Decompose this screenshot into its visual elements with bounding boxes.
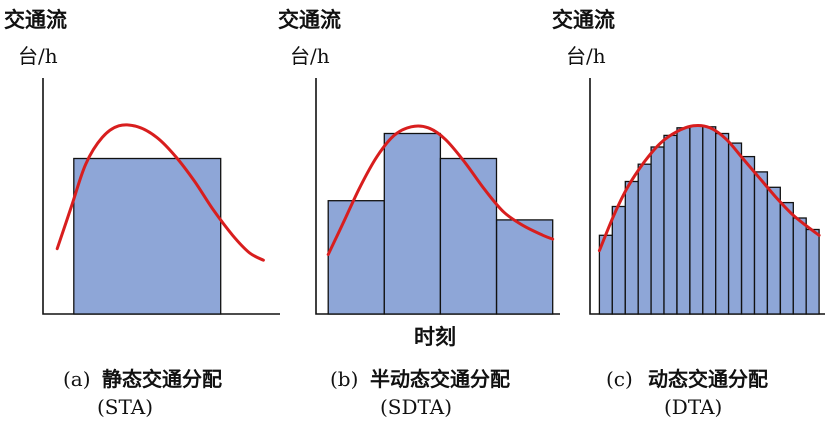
bar-2 bbox=[383, 132, 442, 315]
y-axis-label: 交通流 bbox=[552, 7, 615, 32]
bar-6 bbox=[663, 134, 678, 315]
bar-15 bbox=[779, 201, 794, 315]
panel-label: (a) bbox=[63, 367, 91, 391]
panel-c: 交通流 台/h (c) 动态交通分配 (DTA) bbox=[552, 7, 825, 419]
bar-16 bbox=[792, 217, 807, 315]
bar-2 bbox=[611, 205, 626, 315]
panel-caption: 半动态交通分配 bbox=[370, 367, 510, 391]
bar-11 bbox=[727, 142, 743, 315]
bar-17 bbox=[805, 228, 820, 315]
panel-b: 交通流 台/h 时刻 (b) 半动态交通分配 (SDTA) bbox=[278, 7, 560, 419]
panel-abbr: (SDTA) bbox=[380, 395, 452, 419]
y-axis-label: 交通流 bbox=[278, 7, 341, 32]
bar-4 bbox=[637, 163, 652, 315]
panel-a: 交通流 台/h (a) 静态交通分配 (STA) bbox=[4, 7, 280, 419]
bar-1 bbox=[327, 200, 385, 315]
panel-caption: 动态交通分配 bbox=[648, 367, 768, 391]
bar-8 bbox=[689, 125, 704, 315]
y-axis-unit: 台/h bbox=[566, 44, 606, 68]
flow-curve bbox=[326, 124, 555, 256]
bar-12 bbox=[740, 155, 756, 315]
plot-area bbox=[55, 123, 265, 315]
panel-label: (b) bbox=[330, 367, 358, 391]
bar-13 bbox=[753, 171, 769, 315]
bar-7 bbox=[676, 127, 691, 315]
panel-abbr: (DTA) bbox=[664, 395, 722, 419]
plot-area bbox=[326, 124, 555, 315]
flow-curve bbox=[55, 123, 265, 262]
y-axis-unit: 台/h bbox=[290, 44, 330, 68]
bar-4 bbox=[495, 219, 554, 315]
y-axis-label: 交通流 bbox=[4, 7, 67, 32]
bar-3 bbox=[439, 157, 498, 315]
x-axis-label: 时刻 bbox=[414, 324, 456, 349]
plot-area bbox=[597, 124, 821, 315]
bar-9 bbox=[702, 126, 717, 315]
y-axis-unit: 台/h bbox=[18, 44, 58, 68]
panel-label: (c) bbox=[606, 367, 633, 391]
panel-caption: 静态交通分配 bbox=[102, 367, 222, 391]
bar-14 bbox=[766, 186, 781, 315]
bar-5 bbox=[650, 146, 665, 315]
bar-10 bbox=[715, 132, 730, 315]
bar-3 bbox=[624, 180, 639, 315]
flow-curve bbox=[597, 124, 821, 253]
panel-abbr: (STA) bbox=[97, 395, 153, 419]
bar-1 bbox=[73, 157, 222, 315]
